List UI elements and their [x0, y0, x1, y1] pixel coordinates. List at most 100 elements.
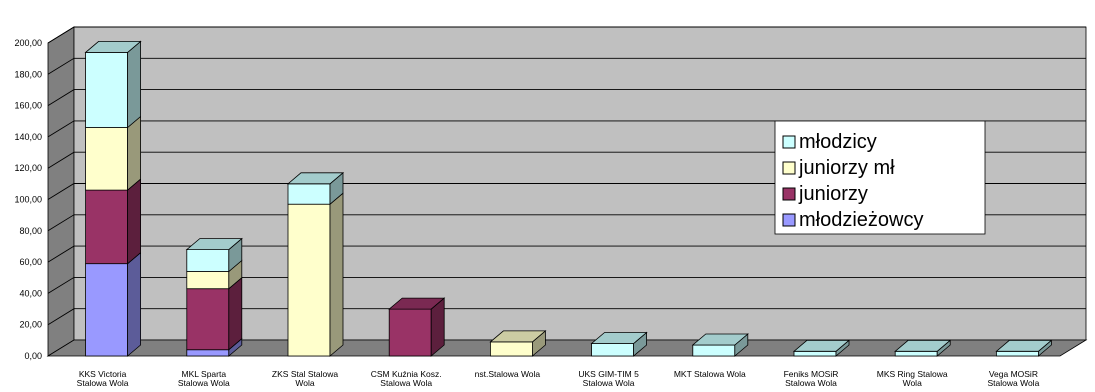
bar-segment-front: [186, 349, 230, 357]
x-tick-label-line: Stalowa Wola: [785, 378, 837, 388]
gridline: [47, 276, 1086, 294]
bar-segment-top: [995, 339, 1053, 352]
bar-segment-side: [127, 115, 142, 191]
bar-stack: [995, 339, 1053, 357]
bar-segment-side: [228, 276, 243, 351]
x-tick-label-line: Wola: [903, 378, 922, 388]
x-tick-label: ZKS Stal Stalowa Wola: [272, 369, 338, 388]
x-tick-label-line: KKS Victoria: [79, 369, 127, 379]
bar-segment-top: [590, 332, 648, 344]
x-tick-label-line: Wola: [295, 378, 314, 388]
x-tick-label: MKL Sparta Stalowa Wola: [178, 369, 230, 388]
bar-stack: [792, 339, 851, 357]
bar-segment-front: [894, 350, 938, 357]
x-tick-label-line: MKL Sparta: [182, 369, 227, 379]
gridline: [47, 57, 1086, 75]
gridline: [47, 120, 1086, 138]
bar-segment-top: [894, 339, 952, 352]
y-tick-label: 160,00: [14, 101, 42, 111]
legend-swatch: [782, 161, 796, 175]
bar-stack: [489, 330, 547, 357]
bar-stack: [185, 237, 243, 357]
bar-segment-front: [591, 343, 634, 357]
bar-segment-side: [127, 40, 142, 129]
y-tick-label: 60,00: [19, 257, 42, 267]
x-tick-label-line: MKT Stalowa Wola: [674, 369, 746, 379]
bar-segment-top: [792, 339, 851, 352]
bar-segment-front: [85, 51, 128, 128]
x-tick-label-line: Vega MOSiR: [989, 369, 1038, 379]
x-tick-label: Feniks MOSiR Stalowa Wola: [784, 369, 839, 388]
bar-segment-front: [186, 271, 230, 290]
bar-segment-front: [85, 127, 128, 191]
y-tick-label: 0,00: [24, 351, 42, 361]
x-tick-label-line: Stalowa Wola: [178, 378, 230, 388]
gridline: [47, 183, 1086, 200]
y-tick-label: 100,00: [14, 195, 42, 205]
bar-stack: [590, 331, 648, 357]
bars: [84, 40, 1053, 357]
gridline: [47, 26, 1086, 44]
gridline: [47, 89, 1086, 106]
bar-segment-front: [793, 350, 837, 357]
x-tick-label: nst.Stalowa Wola: [475, 369, 541, 379]
x-tick-label-line: MKS Ring Stalowa: [877, 369, 948, 379]
bar-segment-top: [185, 238, 243, 251]
bar-segment-top: [286, 172, 345, 185]
x-tick-label-line: ZKS Stal Stalowa: [272, 369, 338, 379]
bar-segment-top: [489, 330, 547, 343]
x-tick-label-line: Feniks MOSiR: [784, 369, 839, 379]
legend-swatch: [782, 187, 796, 201]
y-tick-label: 180,00: [14, 69, 42, 79]
bar-segment-side: [329, 192, 344, 357]
bar-segment-front: [996, 350, 1039, 357]
bar-segment-front: [692, 344, 736, 357]
legend-swatch: [782, 213, 796, 227]
bar-segment-top: [691, 333, 749, 346]
legend-label: młodzicy: [799, 131, 877, 153]
x-tick-label-line: Stalowa Wola: [77, 378, 129, 388]
bar-stack: [84, 40, 142, 357]
y-axis-tick-labels: 0,00 20,00 40,00 60,00 80,00 100,00 120,00 140,…: [14, 38, 42, 361]
x-tick-label: UKS GIM-TIM 5 Stalowa Wola: [578, 369, 639, 388]
bar-segment-front: [489, 341, 533, 357]
y-tick-label: 20,00: [19, 320, 42, 330]
x-tick-label-line: nst.Stalowa Wola: [475, 369, 541, 379]
legend: młodzicy juniorzy mł juniorzy młodzieżowcy: [774, 120, 986, 235]
legend-label: juniorzy: [798, 183, 868, 205]
legend-label: juniorzy mł: [798, 157, 895, 179]
y-tick-label: 120,00: [14, 163, 42, 173]
x-tick-label-line: UKS GIM-TIM 5: [578, 369, 639, 379]
bar-segment-front: [186, 288, 230, 351]
bar-segment-front: [287, 183, 331, 205]
gridline: [47, 308, 1086, 326]
x-tick-label: Vega MOSiR Stalowa Wola: [987, 369, 1039, 388]
x-tick-label-line: Stalowa Wola: [987, 378, 1039, 388]
bar-stack: [894, 339, 952, 357]
y-tick-label: 40,00: [19, 288, 42, 298]
bar-segment-front: [287, 203, 331, 357]
x-tick-label-line: Stalowa Wola: [380, 378, 432, 388]
bar-segment-top: [84, 41, 142, 53]
x-tick-label: KKS Victoria Stalowa Wola: [77, 369, 129, 388]
x-tick-label: MKS Ring Stalowa Wola: [877, 369, 948, 388]
y-tick-label: 80,00: [19, 226, 42, 236]
legend-box: [774, 120, 986, 235]
legend-swatch: [782, 135, 796, 149]
x-tick-label: MKT Stalowa Wola: [674, 369, 746, 379]
gridline: [47, 214, 1086, 232]
legend-label: młodzieżowcy: [799, 209, 923, 231]
bar-stack: [691, 333, 749, 357]
y-tick-label: 200,00: [14, 38, 42, 48]
x-tick-label: CSM Kuźnia Kosz. Stalowa Wola: [371, 369, 442, 388]
gridline: [47, 245, 1086, 263]
gridlines: [47, 26, 1086, 326]
x-tick-label-line: CSM Kuźnia Kosz.: [371, 369, 442, 379]
bar-segment-top: [388, 297, 446, 310]
bar-segment-side: [127, 251, 142, 357]
bar-segment-front: [85, 263, 128, 357]
x-tick-label-line: Stalowa Wola: [583, 378, 635, 388]
y-tick-label: 140,00: [14, 132, 42, 142]
